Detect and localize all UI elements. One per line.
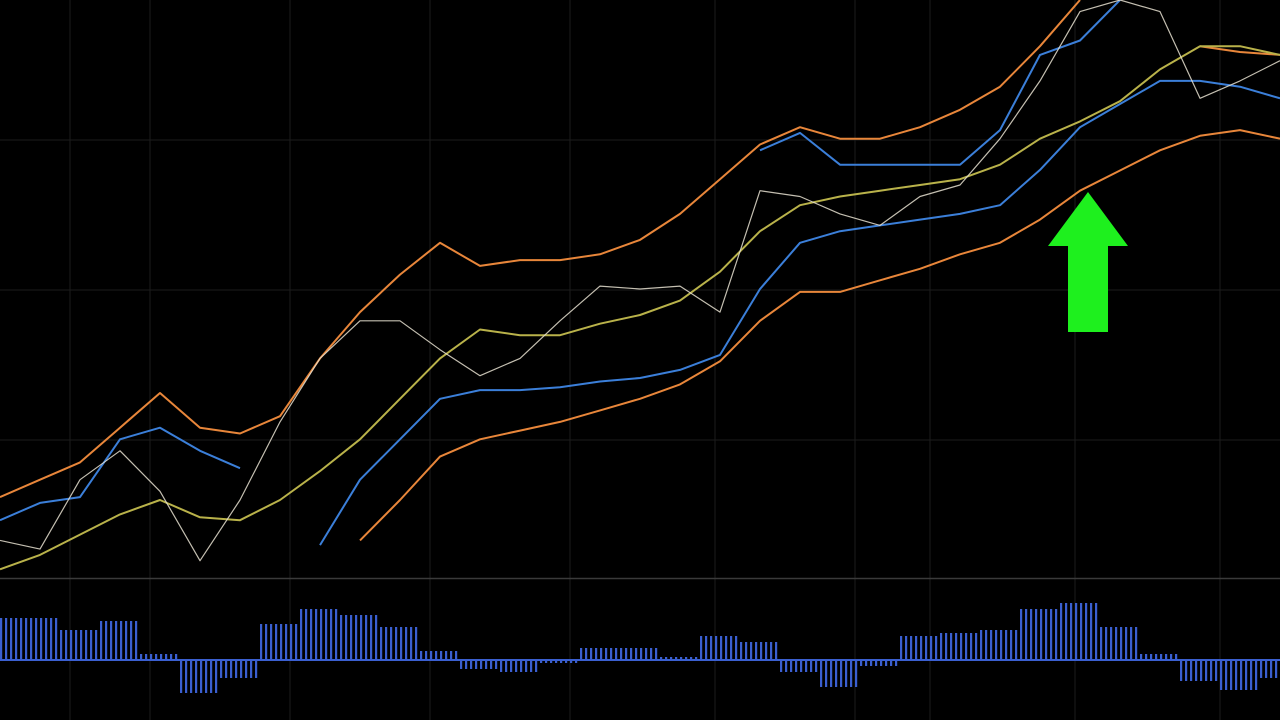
- series-line: [0, 0, 1280, 499]
- oscillator-bar: [700, 636, 740, 660]
- oscillator-bar: [140, 654, 180, 660]
- oscillator-bar: [1220, 660, 1260, 690]
- up-arrow: [1048, 192, 1128, 332]
- oscillator-bar: [1180, 660, 1220, 681]
- oscillator-bar: [860, 660, 900, 666]
- oscillator-bar: [380, 627, 420, 660]
- oscillator-bar: [260, 624, 300, 660]
- oscillator-bar: [940, 633, 980, 660]
- oscillator-bar: [620, 648, 660, 660]
- oscillator-bar: [340, 615, 380, 660]
- oscillator-bar: [420, 651, 460, 660]
- oscillator-bar: [1100, 627, 1140, 660]
- oscillator-bar: [740, 642, 780, 660]
- oscillator-bar: [1140, 654, 1180, 660]
- oscillator-bar: [0, 618, 20, 660]
- oscillator-bar: [780, 660, 820, 672]
- series-line: [359, 129, 1280, 542]
- oscillator-bar: [60, 630, 100, 660]
- price-panel: [0, 0, 1280, 571]
- oscillator-bar: [980, 630, 1020, 660]
- oscillator-bar: [500, 660, 540, 672]
- oscillator-bar: [180, 660, 220, 693]
- series-line: [319, 79, 1280, 546]
- oscillator-bar: [20, 618, 60, 660]
- oscillator-bar: [900, 636, 940, 660]
- oscillator-bar: [1020, 609, 1060, 660]
- oscillator-bar: [1060, 603, 1100, 660]
- oscillator-bar: [460, 660, 500, 669]
- oscillator-bar: [300, 609, 340, 660]
- oscillator-bar: [100, 621, 140, 660]
- series-line: [0, 0, 1280, 562]
- oscillator-bar: [220, 660, 260, 678]
- oscillator-bar: [540, 660, 580, 663]
- oscillator-bar: [820, 660, 860, 687]
- oscillator-bar: [1260, 660, 1280, 678]
- oscillator-bar: [660, 657, 700, 660]
- series-line: [0, 0, 1121, 522]
- series-line: [0, 45, 1280, 571]
- oscillator-panel: [0, 603, 1280, 693]
- oscillator-bar: [580, 648, 620, 660]
